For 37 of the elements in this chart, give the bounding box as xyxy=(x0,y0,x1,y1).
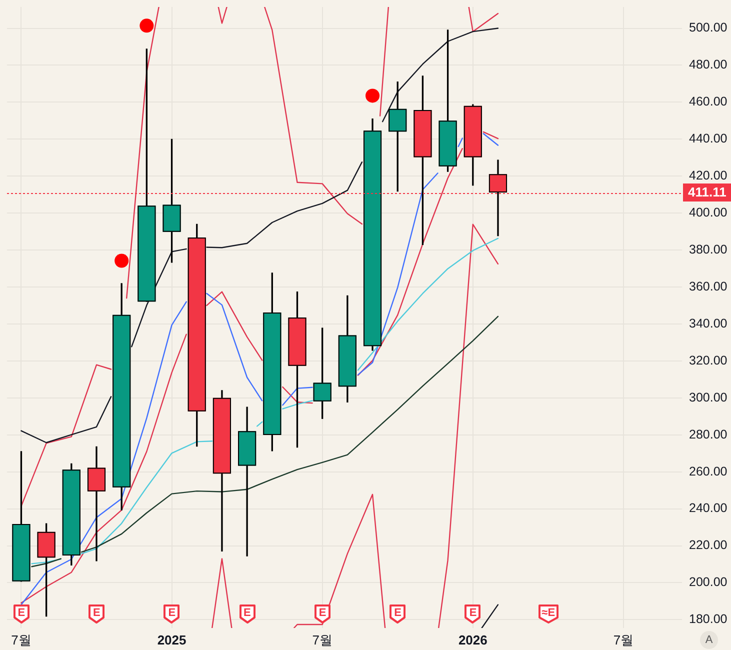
x-tick-label: 7월 xyxy=(312,632,332,648)
x-tick-label: 2025 xyxy=(157,632,186,648)
y-tick-label: 480.00 xyxy=(689,58,728,72)
y-tick-label: 420.00 xyxy=(689,168,728,183)
y-tick-label: 200.00 xyxy=(689,575,728,590)
x-tick-label: 7월 xyxy=(11,632,32,648)
annotation: E xyxy=(92,607,100,619)
y-tick-label: 240.00 xyxy=(689,501,728,516)
point xyxy=(140,18,154,33)
annotation: E xyxy=(394,607,402,619)
y-tick-label: 300.00 xyxy=(689,390,728,404)
circle-button: A xyxy=(700,631,718,649)
y-tick-label: 180.00 xyxy=(689,612,728,626)
y-tick-label: 320.00 xyxy=(689,353,728,368)
point xyxy=(366,88,380,103)
y-tick-label: 360.00 xyxy=(689,279,728,294)
annotation: E xyxy=(469,607,477,619)
y-tick-label: 340.00 xyxy=(689,316,728,330)
x-tick-label: 7월 xyxy=(613,632,634,648)
candlestick xyxy=(87,446,106,562)
y-tick-label: 220.00 xyxy=(689,538,728,552)
x-tick-label: 2026 xyxy=(458,632,488,648)
annotation: ≈E xyxy=(542,607,556,619)
y-tick-label: 400.00 xyxy=(689,206,728,220)
y-tick-label: 440.00 xyxy=(689,132,728,146)
y-tick-label: 280.00 xyxy=(689,427,728,442)
y-tick-label: 380.00 xyxy=(689,242,728,256)
y-tick-label: 460.00 xyxy=(689,94,728,109)
annotation: E xyxy=(244,607,251,619)
annotation: E xyxy=(168,607,176,619)
y-tick-label: 500.00 xyxy=(689,20,728,35)
ref-line-label: 411.11 xyxy=(688,184,726,200)
candlestick xyxy=(238,406,256,556)
annotation: E xyxy=(318,607,326,619)
point xyxy=(114,254,129,268)
annotation: E xyxy=(18,607,26,619)
y-tick-label: 260.00 xyxy=(689,464,728,478)
